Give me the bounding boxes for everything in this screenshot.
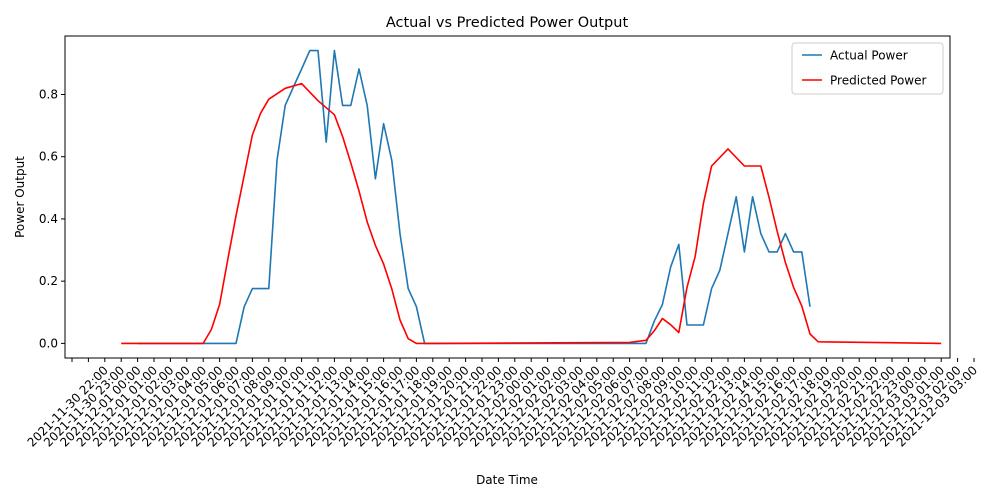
- x-axis-label: Date Time: [476, 473, 538, 487]
- legend-label-actual: Actual Power: [830, 49, 908, 63]
- plot-frame: [64, 35, 951, 359]
- y-tick-label: 0.0: [39, 336, 58, 350]
- y-tick-label: 0.2: [39, 274, 58, 288]
- series-line-predicted: [121, 82, 942, 345]
- legend-label-predicted: Predicted Power: [830, 74, 926, 88]
- y-tick-label: 0.8: [39, 87, 58, 101]
- legend: Actual Power Predicted Power: [791, 42, 944, 95]
- legend-box: [791, 42, 944, 95]
- chart-title: Actual vs Predicted Power Output: [386, 15, 629, 31]
- y-tick-label: 0.4: [39, 212, 58, 226]
- series-line-actual: [137, 49, 811, 345]
- plot-lines: [121, 49, 942, 345]
- y-tick-label: 0.6: [39, 150, 58, 164]
- y-axis-label: Power Output: [13, 156, 27, 238]
- y-axis: 0.0 0.2 0.4 0.6 0.8: [39, 87, 65, 350]
